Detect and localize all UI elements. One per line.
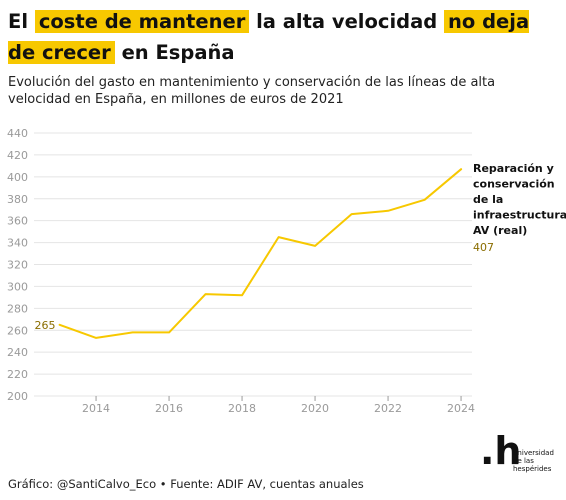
logo-mark: .h [480,429,522,473]
y-tick-label-260: 260 [7,324,28,337]
y-tick-label-200: 200 [7,390,28,403]
y-tick-label-440: 440 [7,127,28,140]
logo-line-1: universidad [513,449,554,457]
series-name-label: Reparación y conservación de la infraestruc… [473,162,566,237]
title-part-4: en España [121,41,235,64]
x-tick-label-2014: 2014 [82,402,110,415]
x-tick-label-2020: 2020 [301,402,329,415]
y-tick-label-300: 300 [7,280,28,293]
first-value-label: 265 [35,319,56,332]
x-axis-ticks: 2014 2016 2018 2020 2022 2024 [82,396,475,415]
series-labels: 265 Reparación y conservación de la infraest… [35,162,566,332]
title-part-0: El [8,10,29,33]
y-tick-label-280: 280 [7,302,28,315]
y-tick-label-420: 420 [7,149,28,162]
y-tick-label-240: 240 [7,346,28,359]
logo-text: universidad de las hespérides [513,449,563,473]
x-tick-label-2016: 2016 [155,402,183,415]
y-tick-label-220: 220 [7,368,28,381]
source-credit: Gráfico: @SantiCalvo_Eco • Fuente: ADIF … [8,477,364,491]
x-tick-label-2018: 2018 [228,402,256,415]
y-tick-label-360: 360 [7,215,28,228]
y-tick-label-320: 320 [7,259,28,272]
chart-title: El coste de mantener la alta velocidad n… [8,6,560,68]
logo-line-2: de las [513,457,534,465]
university-logo: .h universidad de las hespérides [480,432,563,478]
y-tick-label-340: 340 [7,237,28,250]
y-axis-ticks: 200 220 240 260 280 300 320 340 360 380 400 420 440 [7,127,28,403]
x-tick-label-2024: 2024 [447,402,475,415]
line-chart: 200220240260280300320340360380400420440 … [7,127,566,415]
series-line [58,168,463,339]
title-part-2: la alta velocidad [256,10,438,33]
y-tick-label-380: 380 [7,193,28,206]
series-layer [58,168,463,339]
logo-line-3: hespérides [513,465,552,473]
last-value-label: 407 [473,241,494,254]
x-tick-label-2022: 2022 [374,402,402,415]
gridlines [34,132,472,397]
y-tick-label-400: 400 [7,171,28,184]
chart-subtitle: Evolución del gasto en mantenimiento y c… [8,75,496,107]
title-part-1: coste de mantener [34,10,250,33]
